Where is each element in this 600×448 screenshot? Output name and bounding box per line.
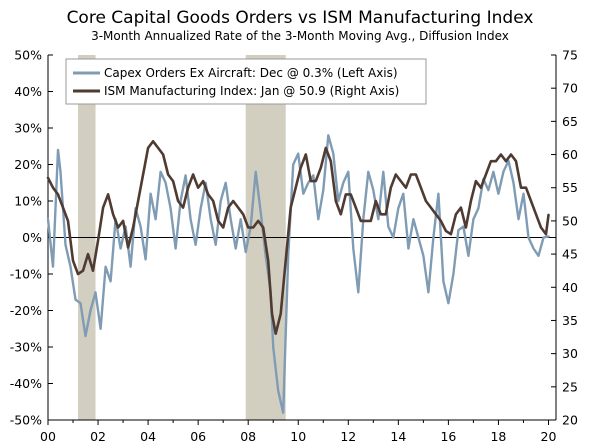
legend-label-ism: ISM Manufacturing Index: Jan @ 50.9 (Rig… bbox=[104, 84, 399, 98]
y-left-tick-label: -50% bbox=[10, 413, 42, 428]
x-tick-label: 20 bbox=[541, 429, 557, 444]
y-left-tick-label: 10% bbox=[14, 194, 42, 209]
y-left-tick-label: 30% bbox=[14, 121, 42, 136]
chart-subtitle: 3-Month Annualized Rate of the 3-Month M… bbox=[91, 29, 509, 43]
series-lines bbox=[46, 134, 550, 414]
x-tick-label: 06 bbox=[190, 429, 206, 444]
x-tick-label: 12 bbox=[340, 429, 356, 444]
y-left-tick-label: 40% bbox=[14, 84, 42, 99]
y-right-tick-label: 30 bbox=[562, 346, 578, 361]
y-right-tick-label: 55 bbox=[562, 180, 578, 195]
series-line-ism-index bbox=[46, 140, 550, 336]
y-right-tick-label: 45 bbox=[562, 247, 578, 262]
x-tick-label: 04 bbox=[140, 429, 156, 444]
y-right-tick-label: 75 bbox=[562, 48, 578, 63]
chart-title: Core Capital Goods Orders vs ISM Manufac… bbox=[67, 8, 534, 28]
x-tick-label: 14 bbox=[390, 429, 406, 444]
y-left-tick-label: -20% bbox=[10, 303, 42, 318]
y-left-tick-label: -40% bbox=[10, 376, 42, 391]
y-right-tick-label: 40 bbox=[562, 280, 578, 295]
y-left-tick-label: 50% bbox=[14, 48, 42, 63]
y-left-tick-label: -10% bbox=[10, 267, 42, 282]
x-tick-label: 00 bbox=[40, 429, 56, 444]
x-tick-label: 18 bbox=[490, 429, 506, 444]
y-right-tick-label: 50 bbox=[562, 213, 578, 228]
legend-box bbox=[65, 58, 427, 105]
y-right-tick-label: 65 bbox=[562, 114, 578, 129]
y-right-tick-label: 20 bbox=[562, 413, 578, 428]
x-tick-label: 16 bbox=[440, 429, 456, 444]
x-tick-label: 10 bbox=[290, 429, 306, 444]
y-right-tick-label: 35 bbox=[562, 313, 578, 328]
x-tick-label: 02 bbox=[90, 429, 106, 444]
legend: Capex Orders Ex Aircraft: Dec @ 0.3% (Le… bbox=[65, 58, 427, 105]
y-right-tick-label: 60 bbox=[562, 147, 578, 162]
y-left-tick-label: -30% bbox=[10, 340, 42, 355]
series-line-capex-orders bbox=[46, 134, 550, 414]
legend-label-capex: Capex Orders Ex Aircraft: Dec @ 0.3% (Le… bbox=[104, 66, 398, 80]
y-left-tick-label: 20% bbox=[14, 157, 42, 172]
axes: -50% -40% -30% -20% -10% 0% 10% 20% 30% 40% 50% 20 2… bbox=[10, 48, 578, 445]
y-right-tick-label: 70 bbox=[562, 81, 578, 96]
x-tick-label: 08 bbox=[240, 429, 256, 444]
y-left-tick-label: 0% bbox=[22, 230, 42, 245]
y-right-tick-label: 25 bbox=[562, 379, 578, 394]
